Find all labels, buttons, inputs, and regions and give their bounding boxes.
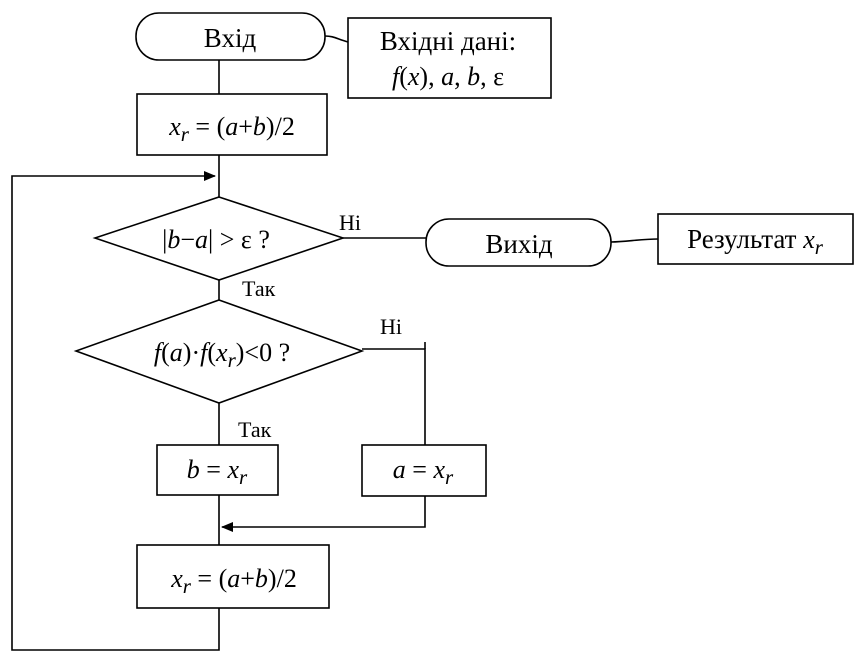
- update-process: xr = (a+b)/2: [136, 544, 330, 609]
- flow-condition2-to-assign-a: [362, 348, 426, 445]
- flow-loop-back-arrow: [11, 171, 220, 651]
- condition2-yes-label: Так: [238, 417, 272, 442]
- assign-a-process: a = xr: [361, 444, 487, 497]
- input-note-params: f(x), a, b, ε: [392, 62, 504, 91]
- flow-assign-a-merge-arrow: [221, 496, 426, 532]
- condition1-decision: |b−a| > ε ? Ні Так: [92, 196, 361, 301]
- input-note-connector: [324, 35, 349, 43]
- start-terminal: Вхід: [135, 12, 326, 61]
- condition1-expression: |b−a| > ε ?: [162, 225, 270, 254]
- condition1-no-label: Ні: [339, 210, 361, 235]
- assign-b-process: b = xr: [156, 444, 279, 496]
- init-process: xr = (a+b)/2: [136, 93, 328, 156]
- input-note: Вхідні дані: f(x), a, b, ε: [324, 17, 552, 99]
- result-note: Результат xr: [610, 213, 854, 265]
- condition2-expression: f(a)·f(xr)<0 ?: [154, 338, 290, 372]
- condition1-yes-label: Так: [242, 276, 276, 301]
- end-terminal: Вихід: [425, 218, 612, 267]
- input-note-title: Вхідні дані:: [380, 26, 516, 56]
- update-formula: xr = (a+b)/2: [170, 564, 297, 598]
- result-note-connector: [610, 238, 659, 243]
- condition2-decision: f(a)·f(xr)<0 ? Ні Так: [73, 299, 402, 442]
- result-note-text: Результат xr: [687, 224, 824, 259]
- assign-b-formula: b = xr: [187, 455, 248, 489]
- end-label: Вихід: [485, 229, 552, 259]
- condition2-no-label: Ні: [380, 314, 402, 339]
- assign-a-formula: a = xr: [393, 455, 454, 489]
- init-formula: xr = (a+b)/2: [168, 112, 295, 146]
- start-label: Вхід: [204, 23, 257, 53]
